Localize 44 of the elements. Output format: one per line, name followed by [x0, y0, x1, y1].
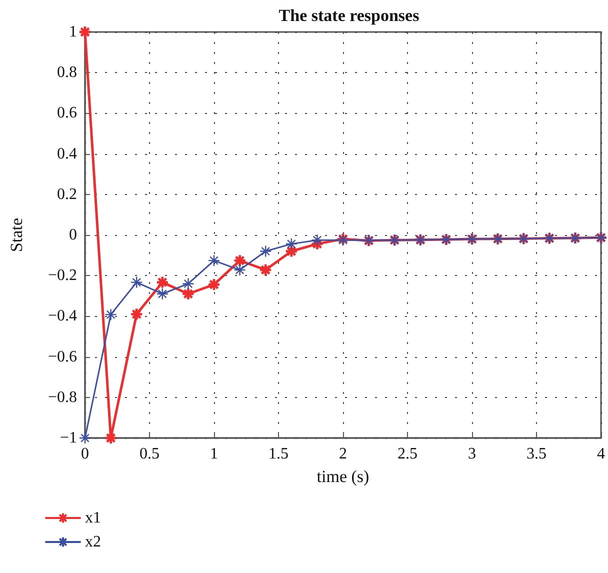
point	[78, 432, 92, 444]
y-tick-label: 0.4	[57, 145, 77, 162]
point	[156, 276, 170, 289]
y-tick-label: −1	[60, 430, 77, 446]
legend-label: x1	[85, 510, 101, 526]
point	[104, 308, 117, 321]
point	[156, 288, 168, 300]
x-tick-label: 1	[210, 446, 218, 462]
x-axis-title: time (s)	[316, 467, 370, 486]
x-tick-label: 2	[339, 446, 347, 462]
point	[208, 254, 220, 267]
legend-label: x2	[85, 534, 101, 550]
point	[130, 276, 143, 288]
y-tick-label: 0.2	[57, 186, 77, 203]
x-tick-label: 3	[468, 446, 476, 462]
x-tick-label: 0.5	[140, 446, 160, 462]
point	[182, 278, 194, 290]
point	[311, 234, 324, 246]
chart-title: The state responses	[278, 6, 420, 25]
x-tick-label: 4	[597, 446, 605, 462]
point	[207, 278, 221, 292]
point	[285, 238, 298, 250]
point	[284, 244, 298, 258]
point	[260, 245, 272, 258]
y-tick-label: −0.8	[48, 388, 77, 406]
point	[258, 263, 272, 277]
x-tick-label: 3.5	[526, 446, 546, 462]
x-tick-label: 1.5	[268, 446, 288, 462]
y-tick-label: 0.6	[57, 104, 77, 122]
point	[78, 25, 92, 39]
point	[234, 264, 246, 276]
y-tick-label: 0	[69, 226, 77, 244]
y-tick-label: −0.4	[48, 308, 77, 325]
x-tick-label: 2.5	[398, 446, 418, 462]
point	[233, 254, 246, 268]
y-tick-label: 0.8	[57, 64, 77, 82]
x-tick-label: 0	[81, 446, 89, 462]
y-tick-label: −0.6	[48, 348, 77, 366]
point	[130, 307, 144, 321]
y-tick-label: 1	[69, 24, 77, 40]
y-axis-title: State	[7, 218, 26, 252]
point	[104, 431, 118, 445]
point	[182, 287, 195, 301]
y-tick-label: −0.2	[48, 267, 77, 284]
